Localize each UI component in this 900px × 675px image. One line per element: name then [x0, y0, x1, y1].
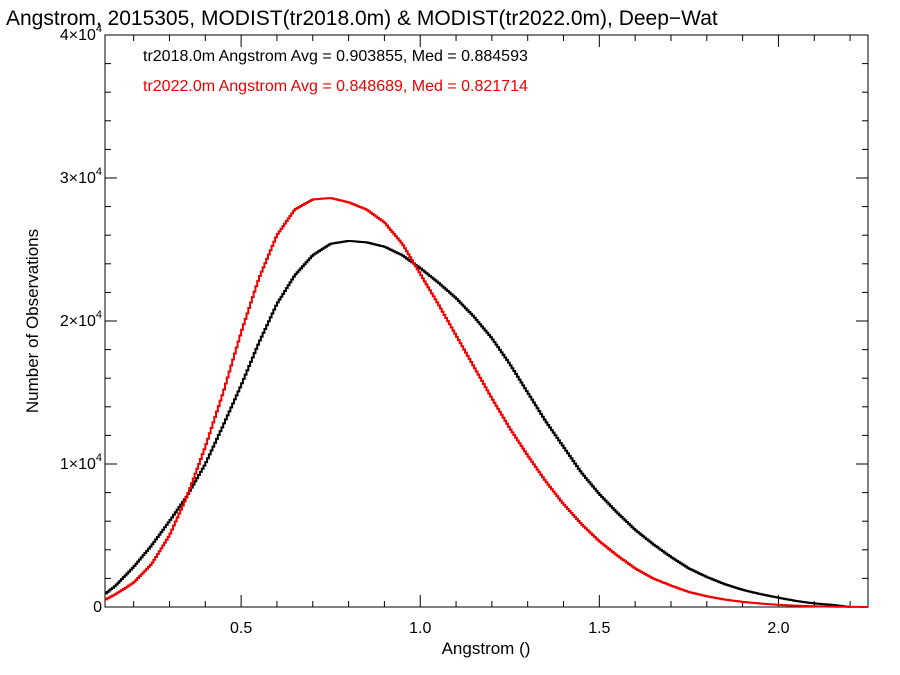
series-line-1	[105, 197, 868, 608]
y-tick-labels: 0 1×104 2×104 3×104 4×104	[60, 23, 102, 616]
x-tick-label-2: 1.5	[588, 620, 610, 637]
annotation-tr2018: tr2018.0m Angstrom Avg = 0.903855, Med =…	[143, 48, 528, 65]
y-tick-label-4: 4×104	[60, 23, 102, 44]
x-tick-label-3: 2.0	[767, 620, 789, 637]
chart-title: Angstrom, 2015305, MODIST(tr2018.0m) & M…	[6, 7, 718, 30]
x-tick-label-0: 0.5	[230, 620, 252, 637]
series-layer	[105, 197, 868, 608]
x-tick-label-1: 1.0	[409, 620, 431, 637]
x-axis-label: Angstrom ()	[442, 639, 531, 658]
annotation-tr2022: tr2022.0m Angstrom Avg = 0.848689, Med =…	[143, 78, 528, 95]
series-line-0	[105, 239, 851, 608]
axis-ticks	[105, 34, 868, 608]
y-tick-label-3: 3×104	[60, 166, 102, 187]
y-tick-label-0: 0	[93, 599, 102, 616]
y-tick-label-1: 1×104	[60, 452, 102, 473]
y-tick-label-2: 2×104	[60, 309, 102, 330]
y-axis-label: Number of Observations	[23, 229, 42, 413]
x-tick-labels: 0.5 1.0 1.5 2.0	[230, 620, 790, 637]
plot-frame	[104, 34, 869, 608]
